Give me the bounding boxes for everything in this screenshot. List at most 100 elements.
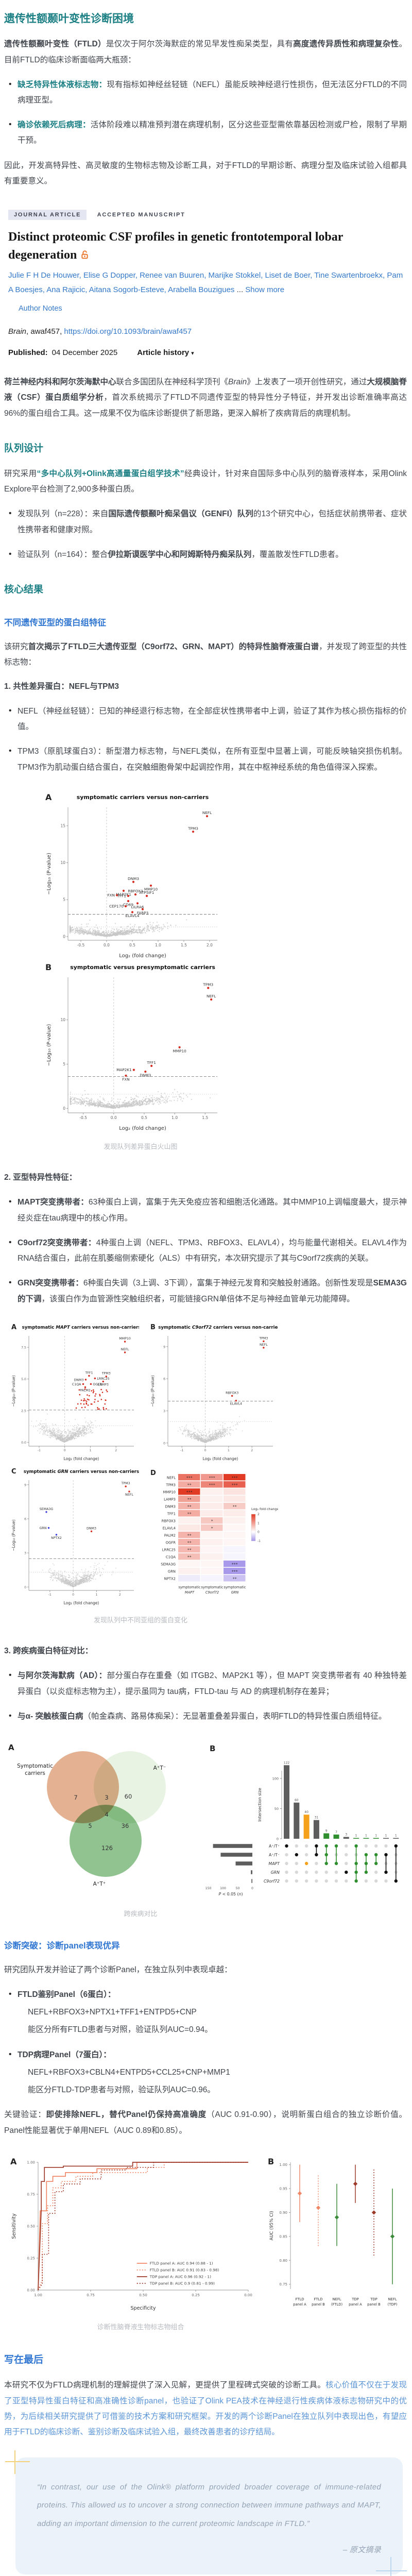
svg-text:6: 6 <box>163 1377 165 1381</box>
figure-caption: 诊断性脑脊液生物标志物组合 <box>97 2323 184 2331</box>
svg-text:0: 0 <box>72 1593 74 1597</box>
svg-text:P < 0.05 (n): P < 0.05 (n) <box>218 1892 243 1896</box>
svg-text:**: ** <box>187 1540 192 1545</box>
bullet-item: • 发现队列（n=228）：来自国际遗传额颞叶痴呆倡议（GENFI）队列的13个研… <box>4 506 407 537</box>
text-segment: 的13个研究中心，包括症状前携带者、症状性携带者和健康对照。 <box>18 510 407 534</box>
svg-text:DNM3: DNM3 <box>128 876 139 880</box>
bullet-text: 与α- 突触核蛋白病（帕金森病、路易体痴呆）：无显著重叠差异蛋白，表明FTLD的… <box>18 1712 387 1721</box>
results-intro-paragraph: 该研究首次揭示了FTLD三大遗传亚型（C9orf72、GRN、MAPT）的特异性… <box>4 639 407 670</box>
svg-text:C: C <box>11 1468 16 1476</box>
text-segment: NEFL+RBFOX3+CBLN4+ENTPD5+CCL25+CNP+MMP1 <box>28 2067 230 2077</box>
svg-text:**: ** <box>187 1512 192 1516</box>
text-segment: ，首次系统揭示了FTLD不同遗传亚型的特异性分子特征，并开发出诊断准确率高达96… <box>4 393 407 418</box>
svg-text:NEFL: NEFL <box>388 2297 397 2301</box>
svg-text:0: 0 <box>64 1449 66 1452</box>
svg-text:1: 1 <box>228 1449 230 1452</box>
svg-text:1: 1 <box>395 1834 397 1838</box>
svg-text:panel A: panel A <box>293 2302 306 2307</box>
svg-text:RBFOX3: RBFOX3 <box>128 889 143 893</box>
svg-text:Sensitivity: Sensitivity <box>11 2213 17 2239</box>
show-more-link[interactable]: Show more <box>245 285 285 294</box>
svg-text:3: 3 <box>105 1794 108 1801</box>
bullet-text: 与阿尔茨海默病（AD）：部分蛋白存在重叠（如 ITGB2、MAP2K1 等），但… <box>18 1671 407 1696</box>
text-segment: 与阿尔茨海默病（AD）： <box>18 1671 107 1681</box>
svg-text:1: 1 <box>375 1834 377 1838</box>
svg-text:5: 5 <box>63 897 65 902</box>
svg-text:7: 7 <box>335 1831 337 1834</box>
doi-link[interactable]: https://doi.org/10.1093/brain/awaf457 <box>64 327 192 336</box>
common-proteins-list: • NEFL（神经丝轻链）：已知的神经退行标志物，在全部症状性携带者中上调，验证了… <box>4 704 407 775</box>
svg-text:A: A <box>45 792 52 802</box>
text-segment: 能区分FTLD-TDP患者与对照，验证队列AUC=0.96。 <box>28 2086 215 2095</box>
text-segment: ，覆盖散发性FTLD患者。 <box>251 550 344 559</box>
svg-text:3: 3 <box>24 1551 26 1555</box>
author-links[interactable]: Julie F H De Houwer, Elise G Dopper, Ren… <box>8 270 403 294</box>
bullet-marker: • <box>9 747 12 756</box>
svg-text:MAPT: MAPT <box>185 1590 195 1595</box>
svg-text:NEFL: NEFL <box>167 1476 176 1480</box>
cross-disease-list: • 与阿尔茨海默病（AD）：部分蛋白存在重叠（如 ITGB2、MAP2K1 等），… <box>4 1668 407 1724</box>
svg-text:MMP10: MMP10 <box>144 887 158 891</box>
figure-caption: 发现队列中不同亚组的蛋白变化 <box>93 1616 187 1624</box>
svg-text:2.0: 2.0 <box>207 943 213 947</box>
svg-text:−Log₁₀ (P-value): −Log₁₀ (P-value) <box>46 853 52 895</box>
bullet-text: TPM3（原肌球蛋白3）：新型潜力标志物，与NEFL类似，在所有亚型中显著上调，… <box>18 747 407 771</box>
svg-text:symptomatic GRN carriers versu: symptomatic GRN carriers versus non-carr… <box>24 1469 139 1475</box>
text-segment: 遗传性额颞叶变性（FTLD） <box>4 40 106 49</box>
svg-text:0.85: 0.85 <box>279 2234 287 2239</box>
text-segment: 荷兰神经内科和阿尔茨海默中心 <box>4 378 116 387</box>
svg-text:40: 40 <box>304 1810 308 1814</box>
bottleneck-list: • 缺乏特异性体液标志物：现有指标如神经丝轻链（NEFL）虽能反映神经退行性损伤，… <box>4 77 407 149</box>
text-segment: 3. 跨疾病蛋白特征对比： <box>4 1647 93 1656</box>
svg-text:0: 0 <box>251 1887 253 1890</box>
svg-text:***: *** <box>232 1476 238 1480</box>
published-row: Published: 04 December 2025 Article histor… <box>8 345 407 360</box>
author-notes-link[interactable]: Author Notes <box>19 304 62 313</box>
svg-text:symptomatic carriers versus no: symptomatic carriers versus non-carriers <box>77 794 209 801</box>
bullet-marker: • <box>9 509 12 518</box>
bullet-text: 验证队列（n=164）：整合伊拉斯谟医学中心和阿姆斯特丹痴呆队列，覆盖散发性FT… <box>18 550 344 559</box>
svg-text:NEFL: NEFL <box>121 1348 129 1351</box>
volcano-mapt-chart: -1 0 1 2 0.0 2.5 5.0 7.5 MMP10 NEFL TPM3 TFF1 LRRC25… <box>11 1324 139 1461</box>
journal-article-badge: JOURNAL ARTICLE <box>8 210 87 221</box>
svg-text:-0.5: -0.5 <box>77 943 85 947</box>
svg-text:1.5: 1.5 <box>181 943 187 947</box>
svg-text:0: 0 <box>24 1586 26 1589</box>
svg-text:0.0: 0.0 <box>21 1441 26 1445</box>
svg-text:MAP2K1: MAP2K1 <box>116 1067 132 1072</box>
svg-text:C1QA: C1QA <box>166 1555 176 1559</box>
svg-text:symptomatic versus presymptoma: symptomatic versus presymptomatic carrie… <box>70 964 215 971</box>
citation: Brain, awaf457, https://doi.org/10.1093/… <box>8 324 407 339</box>
text-segment: 1. 共性差异蛋白：NEFL与TPM3 <box>4 682 119 691</box>
svg-text:***: *** <box>209 1476 215 1480</box>
volcano-c9orf72-chart: -1 0 1 2 0 3 6 9 TPM3 NEFL RBFOX3 ELAVL4 symptomatic… <box>150 1324 278 1461</box>
article-history-toggle[interactable]: Article history ▾ <box>137 348 194 357</box>
svg-text:5: 5 <box>63 1062 65 1066</box>
text-segment: 》上发表了一项开创性研究，通过 <box>247 378 367 387</box>
volcano-symptomatic-vs-presymptomatic-chart: -0.5 0.0 0.5 1.0 1.5 0 5 10 TPM3 NEFL MMP10 TFF1 MAP… <box>45 962 217 1131</box>
svg-text:symptomatic: symptomatic <box>224 1585 246 1589</box>
figure-cross-disease: A Symptomatic carriers A⁺T⁻ A⁺T⁺ 7 3 60 4 5 36 126 … <box>4 1740 407 1919</box>
text-segment: 联合多国团队在神经科学顶刊《 <box>116 378 229 387</box>
svg-text:NPTX2: NPTX2 <box>164 1577 176 1581</box>
text-segment: Brain <box>228 378 247 387</box>
svg-text:2: 2 <box>119 1593 121 1597</box>
author-notes-row: Author Notes <box>19 301 407 316</box>
svg-text:GRN: GRN <box>168 1569 176 1573</box>
svg-text:SEMA3G: SEMA3G <box>161 1562 176 1566</box>
text-segment: ，并发现了跨亚型的共性标志物： <box>4 642 407 667</box>
svg-text:TDP panel B: AUC 0.9 (0.81 - 0: TDP panel B: AUC 0.9 (0.81 - 0.99) <box>149 2281 215 2285</box>
bullet-item: • MAPT突变携带者：63种蛋白上调，富集于先天免疫应答和细胞活化通路。其中MM… <box>4 1195 407 1226</box>
closing-paragraph: 本研究不仅为FTLD病理机制的理解提供了深入见解，更提供了里程碑式突破的诊断工具… <box>4 2378 407 2440</box>
svg-text:Log₂ (fold change): Log₂ (fold change) <box>64 1456 99 1461</box>
bullet-item: • 验证队列（n=164）：整合伊拉斯谟医学中心和阿姆斯特丹痴呆队列，覆盖散发性F… <box>4 547 407 563</box>
svg-text:60: 60 <box>295 1799 299 1802</box>
svg-text:-1: -1 <box>258 1539 261 1543</box>
diagnostic-paragraph: 研究团队开发并验证了两个诊断Panel，在独立队列中表现卓越： <box>4 1962 407 1978</box>
svg-text:7.5: 7.5 <box>21 1346 26 1349</box>
svg-text:symptomatic C9orf72 carriers v: symptomatic C9orf72 carriers versus non-… <box>158 1325 278 1330</box>
bullet-marker: • <box>9 1238 12 1247</box>
text-segment: 缺乏特异性体液标志物： <box>18 80 107 89</box>
journal-name: Brain <box>8 327 27 336</box>
